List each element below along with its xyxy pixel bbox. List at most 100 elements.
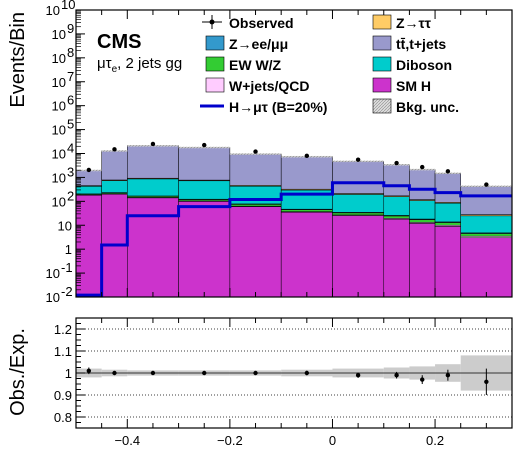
bar-sm-h-3 [178,201,231,297]
ratio-point-1 [112,370,117,376]
bar-sm-h-4 [229,206,282,297]
bar-ew-w-z-7 [383,215,410,219]
bar-tt-t-jets-6 [332,161,385,194]
top-y-tick-label: 10 [52,75,66,90]
top-y-tick-label: 10 [58,218,72,233]
bar-sm-h-0 [76,194,102,297]
channel-label: μτe, 2 jets gg [97,55,182,75]
top-y-tick-label: 10 [46,3,60,18]
ratio-point-6 [355,373,361,378]
top-y-tick-label: 10 [52,147,66,162]
ratio-point-3 [202,370,207,376]
top-y-tick-label: 10 [52,51,66,66]
bar-tt-t-jets-9 [434,173,461,203]
bar-diboson-3 [178,180,231,200]
top-y-tick-exponent: 3 [67,164,74,179]
bar-tt-t-jets-0 [76,170,102,186]
legend-item-5: Diboson [372,56,452,73]
ratio-y-ticks: 0.8 0.9 1 1.1 1.2 [54,317,85,429]
ratio-point-10 [484,379,489,384]
legend-label: W+jets/QCD [229,78,310,94]
bar-diboson-6 [332,194,385,213]
ratio-x-tick-label: −0.4 [114,433,140,448]
ratio-x-tick-label: 0 [329,433,336,448]
ratio-point-7 [394,373,399,378]
ratio-point-5 [304,370,310,376]
bar-diboson-7 [383,196,410,216]
top-y-tick-exponent: -1 [61,260,73,275]
ratio-point-8 [420,377,425,382]
top-y-tick-label: 10 [46,290,60,305]
top-y-tick-label: 10 [52,99,66,114]
signal-line [76,181,512,297]
legend-item-7: SM H [372,77,431,94]
bar-ew-w-z-10 [460,233,512,237]
legend-item-8: H→μτ (B=20%) [200,99,327,115]
ratio-y-tick-label: 0.8 [54,410,72,425]
bar-ew-w-z-8 [409,219,436,223]
legend-item-3: tt̄,t+jets [372,35,446,52]
ratio-x-tick-label: 0.2 [426,433,444,448]
ratio-y-tick-label: 1.1 [54,344,72,359]
observed-point-10 [484,182,489,187]
legend-label: Z→ττ [396,15,432,31]
channel-subscript: e [112,64,118,75]
bar-tt-t-jets-3 [178,147,231,181]
top-y-tick-label: 10 [46,266,60,281]
legend-item-6: W+jets/QCD [205,77,310,94]
legend-label: SM H [396,78,431,94]
legend-label: EW W/Z [229,57,282,73]
cms-label: CMS [97,31,141,53]
channel-suffix: , 2 jets gg [117,55,182,72]
bar-tt-t-jets-5 [280,156,333,190]
legend-label: Diboson [396,57,452,73]
bar-tt-t-jets-4 [229,153,282,186]
ratio-x-ticks: −0.4 −0.2 0 0.2 [75,318,513,448]
legend-label: tt̄,t+jets [396,36,446,52]
observed-points [86,141,489,187]
ratio-point-9 [445,373,451,378]
legend-label: Bkg. unc. [396,99,459,115]
ratio-y-tick-label: 0.9 [54,388,72,403]
observed-point-2 [150,141,156,147]
ratio-panel: 0.8 0.9 1 1.1 1.2 −0.4 −0.2 0 0.2 Obs./Exp. [7,317,513,448]
top-y-tick-exponent: 5 [67,117,74,132]
legend-item-4: EW W/Z [205,56,282,73]
bar-ew-w-z-9 [434,222,461,226]
legend-label: Observed [229,15,294,31]
top-y-tick-label: 10 [52,194,66,209]
top-y-tick-exponent: 2 [67,188,74,203]
experiment-label: CMS μτe, 2 jets gg [97,31,182,75]
legend-item-2: Z→ee/μμ [205,35,288,52]
observed-point-8 [420,164,425,170]
observed-point-7 [394,160,399,166]
bar-diboson-9 [434,202,461,223]
signal-histogram [76,181,512,297]
top-y-axis-label: Events/Bin [7,12,29,108]
ratio-y-tick-label: 1.2 [54,322,72,337]
ratio-points [86,367,489,395]
bar-ew-w-z-6 [332,212,385,216]
bar-diboson-4 [229,185,282,205]
top-y-tick-exponent: 7 [67,69,74,84]
top-y-tick-exponent: 6 [67,93,74,108]
bar-diboson-10 [460,215,512,234]
legend: Observed Z→ττ Z→ee/μμ tt̄,t+jets EW W/Z Dibos… [200,14,459,115]
observed-point-6 [355,157,361,162]
bar-diboson-1 [101,180,128,193]
observed-point-5 [304,153,310,159]
bar-tt-t-jets-7 [383,164,410,197]
ratio-y-tick-label: 1 [65,366,72,381]
top-y-tick-exponent: 8 [67,45,74,60]
observed-point-3 [202,142,207,148]
legend-label: H→μτ (B=20%) [229,99,327,115]
top-y-tick-label: 10 [52,27,66,42]
legend-item-1: Z→ττ [372,14,432,31]
ratio-grid-lines [76,328,512,418]
top-y-tick-exponent: 4 [67,141,74,156]
ratio-point-2 [150,370,156,376]
stacked-histograms [76,145,512,297]
observed-point-1 [112,147,117,152]
